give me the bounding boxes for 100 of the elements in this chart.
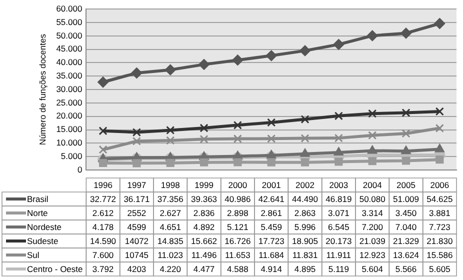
data-label: 15.586	[426, 250, 453, 260]
y-tick-label: 45.000	[56, 44, 82, 54]
point	[232, 54, 244, 66]
y-tick-label: 30.000	[56, 84, 82, 94]
data-label: 37.356	[157, 194, 184, 204]
data-label: 17.723	[258, 236, 285, 246]
data-label: 4.651	[160, 222, 182, 232]
point	[98, 158, 108, 168]
data-label: 10745	[124, 250, 149, 260]
point	[166, 126, 175, 135]
point	[334, 134, 343, 142]
data-label: 4.477	[193, 264, 215, 274]
point	[402, 129, 410, 138]
legend-label: Centro - Oeste	[27, 264, 84, 274]
point	[436, 156, 444, 164]
data-label: 50.080	[359, 194, 386, 204]
point	[266, 150, 276, 158]
x-tick-label: 2004	[362, 180, 382, 190]
point	[267, 118, 276, 127]
data-label: 11.911	[326, 250, 352, 260]
legend-label: Nordeste	[27, 222, 62, 232]
data-label: 7.040	[395, 222, 417, 232]
point	[368, 157, 376, 166]
point	[98, 126, 108, 136]
data-label: 14.835	[157, 236, 184, 246]
y-axis-title: Número de funções docentes	[37, 34, 48, 146]
data-label: 11.831	[292, 250, 318, 260]
x-tick-label: 1997	[127, 180, 146, 190]
data-label: 5.459	[260, 222, 282, 232]
point	[300, 158, 310, 166]
point	[401, 146, 411, 154]
y-tick-label: 50.000	[56, 30, 82, 40]
data-label: 2.627	[160, 208, 182, 218]
data-label: 7.723	[429, 222, 451, 232]
point	[333, 38, 344, 50]
data-label: 3.792	[92, 264, 114, 274]
data-label: 3.881	[429, 208, 451, 218]
point	[233, 134, 242, 144]
point	[402, 156, 410, 165]
point	[98, 145, 108, 154]
data-label: 4.220	[160, 264, 182, 274]
x-tick-label: 2000	[228, 180, 248, 190]
x-tick-label: 2006	[430, 180, 450, 190]
point	[233, 120, 242, 130]
point	[334, 158, 343, 166]
y-tick-label: 15.000	[56, 124, 82, 134]
point	[132, 159, 141, 168]
point	[200, 124, 208, 132]
y-tick-label: 60.000	[56, 3, 82, 14]
point	[132, 136, 141, 146]
data-label: 2.836	[193, 208, 215, 218]
data-label: 5.121	[227, 222, 249, 232]
data-label: 3.450	[395, 208, 417, 218]
data-label: 18.905	[292, 236, 318, 246]
data-label: 14072	[124, 236, 149, 246]
point	[366, 30, 378, 42]
point	[368, 145, 378, 154]
data-label: 14.590	[90, 236, 116, 246]
data-label: 11.684	[258, 250, 284, 260]
x-tick-label: 2001	[262, 180, 282, 190]
point	[300, 45, 311, 56]
data-label: 36.171	[124, 194, 150, 204]
y-tick-label: 40.000	[56, 57, 82, 68]
data-label: 7.200	[362, 222, 384, 232]
point	[435, 124, 444, 132]
y-tick-label: 0	[77, 164, 82, 174]
point	[400, 28, 412, 39]
data-label: 46.819	[326, 194, 352, 204]
data-label: 13.624	[393, 250, 420, 260]
data-label: 11.023	[158, 250, 184, 260]
data-label: 42.641	[258, 194, 285, 204]
point	[267, 134, 276, 143]
data-label: 44.490	[292, 194, 318, 204]
data-label: 4.178	[92, 222, 114, 232]
data-label: 4599	[127, 222, 146, 232]
point	[132, 128, 141, 137]
data-label: 11.653	[225, 250, 251, 260]
data-label: 39.363	[191, 194, 218, 204]
y-tick-label: 35.000	[56, 70, 82, 80]
data-label: 2.861	[260, 208, 282, 218]
point	[266, 50, 277, 62]
point	[300, 115, 310, 124]
data-label: 6.545	[328, 222, 350, 232]
y-tick-label: 5.000	[60, 150, 82, 161]
point	[434, 144, 444, 152]
point	[300, 148, 310, 157]
y-tick-label: 25.000	[56, 97, 82, 108]
data-label: 51.009	[393, 194, 420, 204]
legend-label: Sul	[27, 250, 40, 260]
point	[300, 134, 310, 143]
point	[166, 158, 174, 167]
x-tick-label: 1998	[160, 180, 180, 190]
y-tick-label: 10.000	[56, 138, 82, 148]
point	[334, 146, 344, 156]
data-label: 5.566	[395, 264, 417, 274]
data-label: 2552	[127, 208, 146, 218]
data-label: 4.892	[193, 222, 215, 232]
point	[334, 112, 343, 120]
data-label: 4.914	[260, 264, 282, 274]
point	[267, 158, 276, 166]
